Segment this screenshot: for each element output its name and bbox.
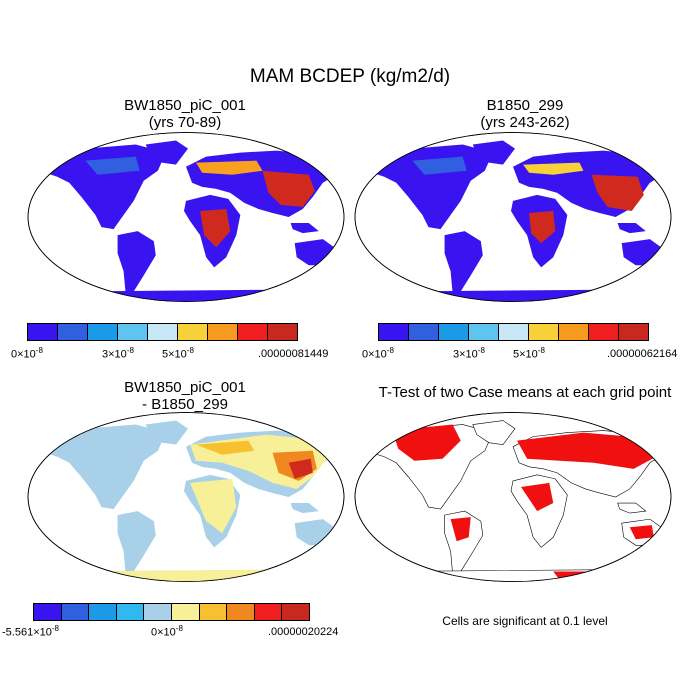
panel-2-map [354,132,672,302]
colorbar-swatch [529,324,559,340]
panel-4-title: T-Test of two Case means at each grid po… [350,384,700,401]
colorbar-swatch [178,324,208,340]
panel-3-map [27,412,345,582]
panel-1-map [27,132,345,302]
colorbar-swatch [589,324,619,340]
colorbar-swatch [469,324,499,340]
colorbar-2-label-mid2: 5×10-8 [513,346,545,361]
colorbar-swatch [58,324,88,340]
colorbar-swatch [208,324,238,340]
figure-title: MAM BCDEP (kg/m2/d) [249,66,451,87]
colorbar-panel-1 [27,323,298,341]
panel-2-title: B1850_299 (yrs 243-262) [400,97,650,131]
colorbar-swatch [238,324,268,340]
colorbar-swatch [227,604,255,620]
panel-1-title-line1: BW1850_piC_001 [124,97,246,114]
panel-1-hotspot-africa [200,208,231,248]
panel-3-antarctica-positive [65,569,317,582]
colorbar-3-label-mid: 0×10-8 [151,624,183,639]
panel-4-significant-eurasia [517,432,660,469]
colorbar-swatch [409,324,439,340]
colorbar-swatch [148,324,178,340]
colorbar-swatch [118,324,148,340]
colorbar-swatch [254,604,283,620]
colorbar-swatch [34,604,62,620]
colorbar-2-label-mid1: 3×10-8 [453,346,485,361]
panel-3-max-asia [288,458,313,479]
panel-1-warm-band [196,160,263,175]
colorbar-swatch [88,324,118,340]
panel-4-significant-australia [629,525,654,540]
panel-4-title-line1: T-Test of two Case means at each grid po… [378,384,672,401]
colorbar-swatch [116,604,145,620]
panel-1-title: BW1850_piC_001 (yrs 70-89) [60,97,310,131]
panel-3-europe-band [196,440,255,455]
panel-2-mid-band [412,156,467,175]
colorbar-swatch [268,324,297,340]
colorbar-2-label-right: .00000062164 [607,348,678,360]
panel-4-significant-africa [521,482,554,512]
panel-3-positive-africa [190,478,237,534]
panel-4-significant-southam [450,517,471,542]
panel-2-hotspot-africa [529,210,556,244]
colorbar-1-label-mid1: 3×10-8 [102,346,134,361]
colorbar-swatch [282,604,309,620]
panel-1-hotspot-asia [262,170,315,207]
colorbar-swatch [619,324,648,340]
colorbar-swatch [499,324,529,340]
colorbar-swatch [439,324,469,340]
panel-4-significant-antarctica [553,571,622,580]
panel-2-title-line1: B1850_299 [486,97,564,114]
colorbar-panel-2 [378,323,649,341]
colorbar-1-label-mid2: 5×10-8 [162,346,194,361]
colorbar-swatch [171,604,200,620]
colorbar-swatch [144,604,172,620]
colorbar-3-label-left: -5.561×10-8 [2,624,59,639]
colorbar-swatch [61,604,90,620]
colorbar-swatch [559,324,589,340]
panel-3-title: BW1850_piC_001 - B1850_299 [60,379,310,413]
colorbar-swatch [28,324,58,340]
colorbar-swatch [89,604,117,620]
panel-1-mid-band [85,156,140,175]
colorbar-2-label-left: 0×10-8 [362,346,394,361]
colorbar-swatch [199,604,228,620]
colorbar-1-label-left: 0×10-8 [11,346,43,361]
panel-1-title-line2: (yrs 70-89) [148,114,222,131]
panel-2-title-line2: (yrs 243-262) [480,114,570,131]
panel-3-title-line1: BW1850_piC_001 [124,379,246,396]
panel-2-hotspot-asia [591,174,644,211]
panel-4-map [354,412,672,582]
significance-note: Cells are significant at 0.1 level [442,614,608,628]
colorbar-3-label-right: .00000020224 [268,626,339,638]
panel-2-warm-band [523,162,584,175]
colorbar-swatch [379,324,409,340]
colorbar-1-label-right: .00000081449 [258,348,329,360]
panel-3-title-line2: - B1850_299 [142,396,228,413]
colorbar-panel-3 [33,603,310,621]
